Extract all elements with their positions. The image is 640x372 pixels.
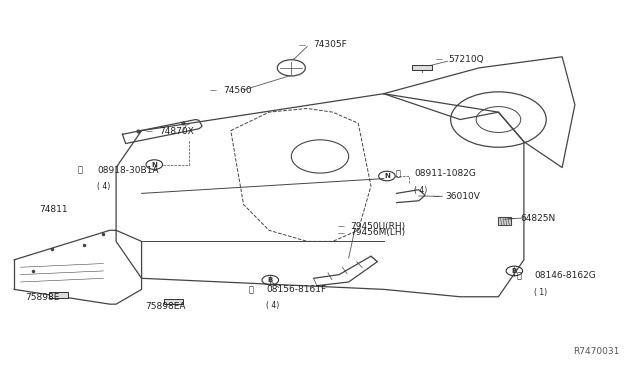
Text: B: B <box>512 268 517 274</box>
Text: —: — <box>146 128 153 134</box>
FancyBboxPatch shape <box>412 65 431 70</box>
Text: N: N <box>384 173 390 179</box>
Text: Ⓝ: Ⓝ <box>78 166 83 174</box>
Text: 75898E: 75898E <box>26 294 60 302</box>
Text: 79450U(RH): 79450U(RH) <box>351 222 406 231</box>
Text: —: — <box>337 230 344 236</box>
Text: 08146-8162G: 08146-8162G <box>534 271 596 280</box>
Text: 79456M(LH): 79456M(LH) <box>351 228 406 237</box>
Text: 74560: 74560 <box>223 86 252 94</box>
Text: 74811: 74811 <box>40 205 68 215</box>
Text: Ⓑ: Ⓑ <box>516 271 521 280</box>
Text: 64825N: 64825N <box>521 214 556 222</box>
Text: —: — <box>337 224 344 230</box>
Text: —: — <box>299 42 306 48</box>
Text: Ⓝ: Ⓝ <box>395 169 400 178</box>
Text: B: B <box>268 277 273 283</box>
Text: —: — <box>433 193 440 199</box>
FancyBboxPatch shape <box>49 292 68 298</box>
Text: 74870X: 74870X <box>159 127 194 136</box>
Text: 08911-1082G: 08911-1082G <box>414 169 476 178</box>
Text: Ⓑ: Ⓑ <box>248 285 253 294</box>
Text: 74305F: 74305F <box>314 41 348 49</box>
Text: ( 4): ( 4) <box>266 301 280 311</box>
Text: 36010V: 36010V <box>445 192 481 201</box>
Text: —: — <box>436 56 443 62</box>
Polygon shape <box>499 217 511 225</box>
Text: ( 4): ( 4) <box>97 182 110 191</box>
FancyBboxPatch shape <box>164 299 183 304</box>
Text: R7470031: R7470031 <box>573 347 620 356</box>
Text: ( 4): ( 4) <box>414 186 428 195</box>
Text: 75898EA: 75898EA <box>145 302 185 311</box>
Text: 57210Q: 57210Q <box>449 55 484 64</box>
Text: N: N <box>152 161 157 167</box>
Text: —: — <box>210 87 217 93</box>
Text: ( 1): ( 1) <box>534 288 547 297</box>
Text: 08156-8161F: 08156-8161F <box>266 285 326 294</box>
Text: 08918-30B1A: 08918-30B1A <box>97 166 159 174</box>
Text: —: — <box>508 215 515 221</box>
